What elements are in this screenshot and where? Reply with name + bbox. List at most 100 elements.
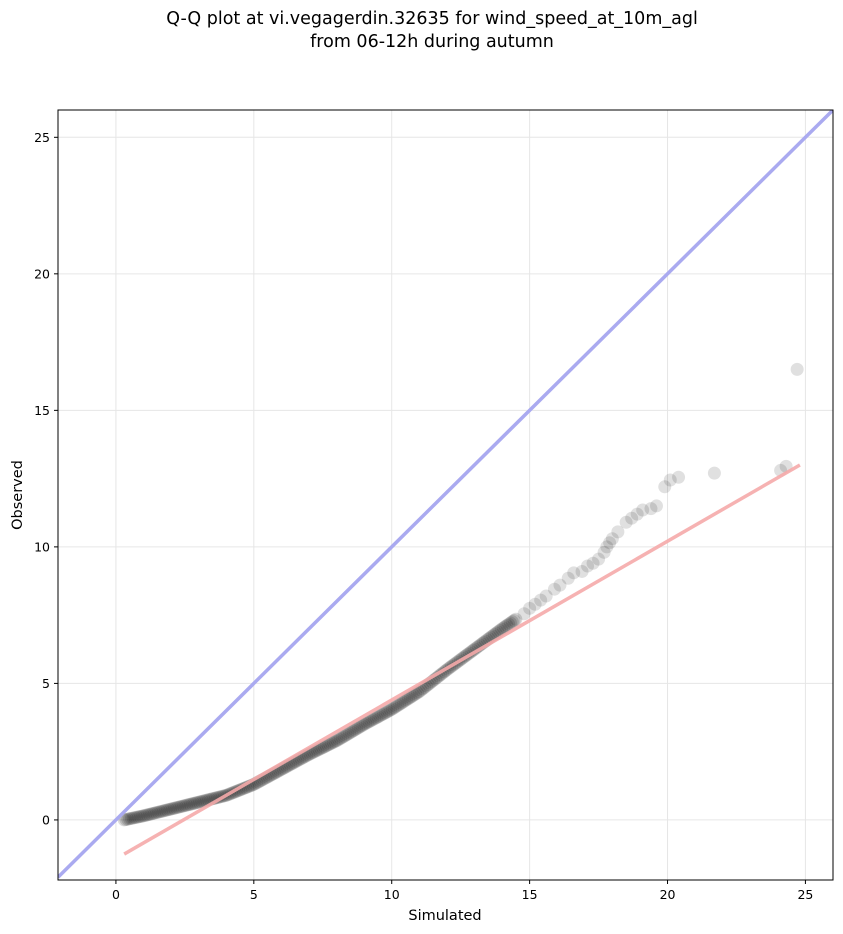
data-point-14 [142,807,156,821]
data-point-131 [351,721,365,735]
data-point-4 [124,811,138,825]
data-point-239 [625,511,639,525]
data-point-230 [581,559,595,573]
data-point-141 [369,711,383,725]
data-point-134 [357,718,371,732]
data-point-135 [359,717,373,731]
plot-area [58,110,833,879]
data-point-145 [376,707,390,721]
data-point-151 [387,701,401,715]
data-point-123 [337,729,351,743]
data-point-23 [158,803,172,817]
data-point-1 [119,813,133,827]
data-point-250 [790,362,804,376]
data-point-6 [128,811,142,825]
data-point-235 [603,536,617,550]
chart-subtitle: from 06-12h during autumn [310,32,554,52]
data-point-218 [507,613,521,627]
data-point-25 [162,803,176,817]
data-point-42 [192,795,206,809]
data-point-225 [547,582,561,596]
data-point-220 [517,607,531,621]
data-point-13 [140,808,154,822]
data-point-129 [348,723,362,737]
data-point-110 [314,741,328,755]
data-point-30 [171,800,185,814]
data-point-155 [394,696,408,710]
data-point-221 [523,601,537,615]
data-point-234 [600,540,614,554]
data-point-240 [630,507,644,521]
data-point-128 [346,724,360,738]
data-point-114 [321,738,335,752]
data-point-39 [187,796,201,810]
data-point-31 [173,800,187,814]
data-point-149 [384,703,398,717]
data-point-231 [586,556,600,570]
data-point-36 [182,798,196,812]
data-point-116 [325,736,339,750]
data-point-9 [133,810,147,824]
data-point-21 [155,804,169,818]
data-point-24 [160,803,174,817]
data-point-228 [567,566,581,580]
data-point-232 [592,552,606,566]
data-point-119 [330,733,344,747]
data-point-233 [597,545,611,559]
data-point-8 [131,810,145,824]
chart-title: Q-Q plot at vi.vegagerdin.32635 for wind… [166,9,698,29]
data-point-161 [405,689,419,703]
data-point-214 [500,618,514,632]
data-point-211 [495,622,509,636]
data-point-223 [534,593,548,607]
data-point-10 [135,809,149,823]
plot-frame [57,109,834,881]
data-point-2 [121,812,135,826]
x-tick-label-0: 0 [112,887,120,902]
data-point-241 [636,503,650,517]
data-point-162 [407,688,421,702]
data-point-32 [174,799,188,813]
data-point-35 [180,798,194,812]
x-tick-label-3: 15 [522,887,538,902]
data-point-127 [344,725,358,739]
data-point-132 [353,720,367,734]
data-point-115 [323,737,337,751]
y-tick-label-0: 0 [42,812,50,827]
data-point-238 [619,515,633,529]
data-point-242 [644,502,658,516]
data-point-113 [319,739,333,753]
data-point-216 [503,616,517,630]
data-point-227 [561,571,575,585]
data-point-245 [663,473,677,487]
data-point-226 [553,578,567,592]
identity-line [58,110,833,879]
grid-lines [58,110,833,880]
data-point-215 [502,617,516,631]
data-point-146 [378,706,392,720]
y-axis-label: Observed [10,460,26,530]
data-point-121 [334,731,348,745]
data-point-44 [196,794,210,808]
data-point-244 [658,480,672,494]
data-point-247 [707,466,721,480]
data-point-17 [148,806,162,820]
data-point-137 [362,715,376,729]
data-point-117 [326,735,340,749]
data-point-11 [137,809,151,823]
data-point-148 [382,704,396,718]
y-tick-label-1: 5 [42,676,50,691]
data-point-41 [191,795,205,809]
data-point-136 [360,716,374,730]
data-point-111 [316,741,330,755]
data-point-159 [402,692,416,706]
data-point-19 [151,805,165,819]
data-point-26 [164,802,178,816]
data-point-138 [364,714,378,728]
data-point-12 [139,808,153,822]
data-point-165 [412,685,426,699]
data-point-144 [375,708,389,722]
data-point-122 [335,730,349,744]
data-point-7 [130,810,144,824]
data-point-27 [165,802,179,816]
